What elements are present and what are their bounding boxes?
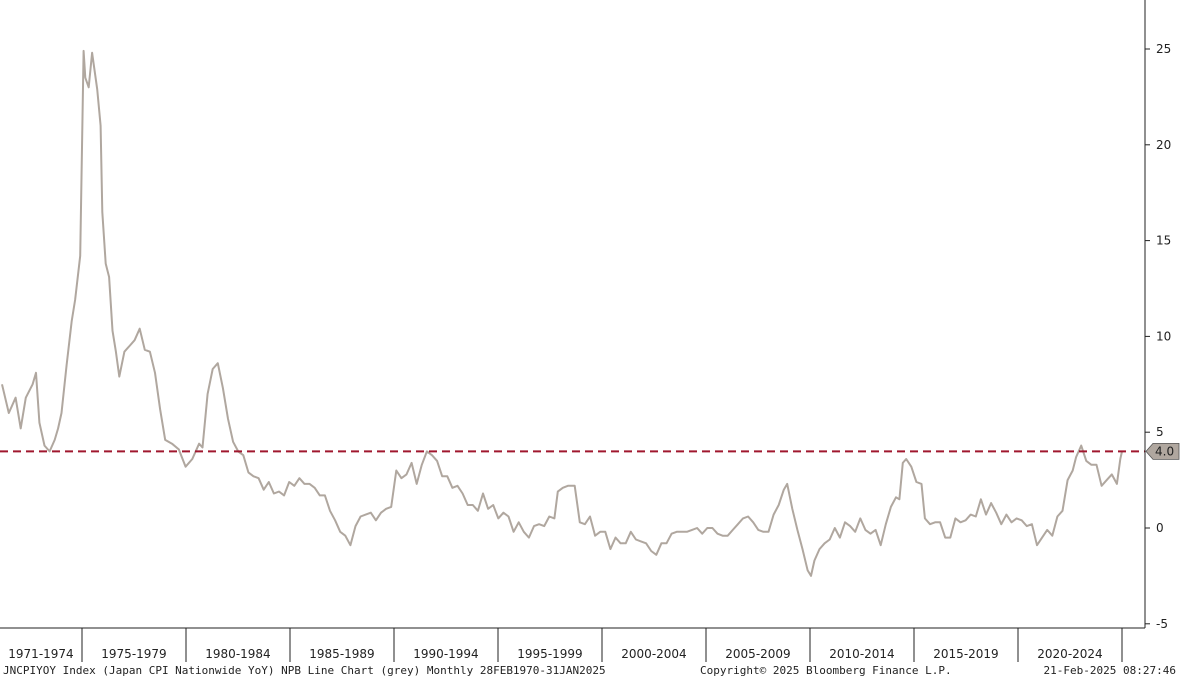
y-tick-label: 0 [1156, 521, 1164, 535]
x-period-label: 2005-2009 [725, 647, 790, 661]
footer-series-description: JNCPIYOY Index (Japan CPI Nationwide YoY… [3, 664, 606, 677]
cpi-line-chart: -5 0 5 10 15 20 25 4.0 1971-1974 1975-1979 1980-1… [0, 0, 1180, 662]
y-tick-label: 15 [1156, 234, 1171, 248]
cpi-series-line [1, 49, 1123, 577]
x-period-label: 1995-1999 [517, 647, 582, 661]
y-tick-label: 25 [1156, 42, 1171, 56]
reference-marker-shape [1145, 442, 1180, 460]
y-tick-label: -5 [1156, 617, 1168, 631]
footer-timestamp: 21-Feb-2025 08:27:46 [1043, 664, 1176, 677]
x-period-label: 1975-1979 [101, 647, 166, 661]
x-period-label: 1971-1974 [8, 647, 73, 661]
x-period-label: 1990-1994 [413, 647, 478, 661]
x-axis: 1971-1974 1975-1979 1980-1984 1985-1989 1990… [0, 627, 1145, 662]
y-tick-label: 5 [1156, 425, 1164, 439]
x-period-label: 1985-1989 [309, 647, 374, 661]
y-axis: -5 0 5 10 15 20 25 4.0 [1144, 0, 1180, 631]
footer-copyright: Copyright© 2025 Bloomberg Finance L.P. [700, 664, 952, 677]
y-tick-label: 20 [1156, 138, 1171, 152]
x-period-label: 2000-2004 [621, 647, 686, 661]
x-period-label: 2020-2024 [1037, 647, 1102, 661]
x-period-label: 2015-2019 [933, 647, 998, 661]
y-tick-label: 10 [1156, 329, 1171, 343]
x-period-label: 2010-2014 [829, 647, 894, 661]
plot-area [0, 49, 1145, 577]
x-period-label: 1980-1984 [205, 647, 270, 661]
reference-value-marker: 4.0 [1145, 442, 1180, 460]
reference-marker-label: 4.0 [1155, 444, 1174, 458]
